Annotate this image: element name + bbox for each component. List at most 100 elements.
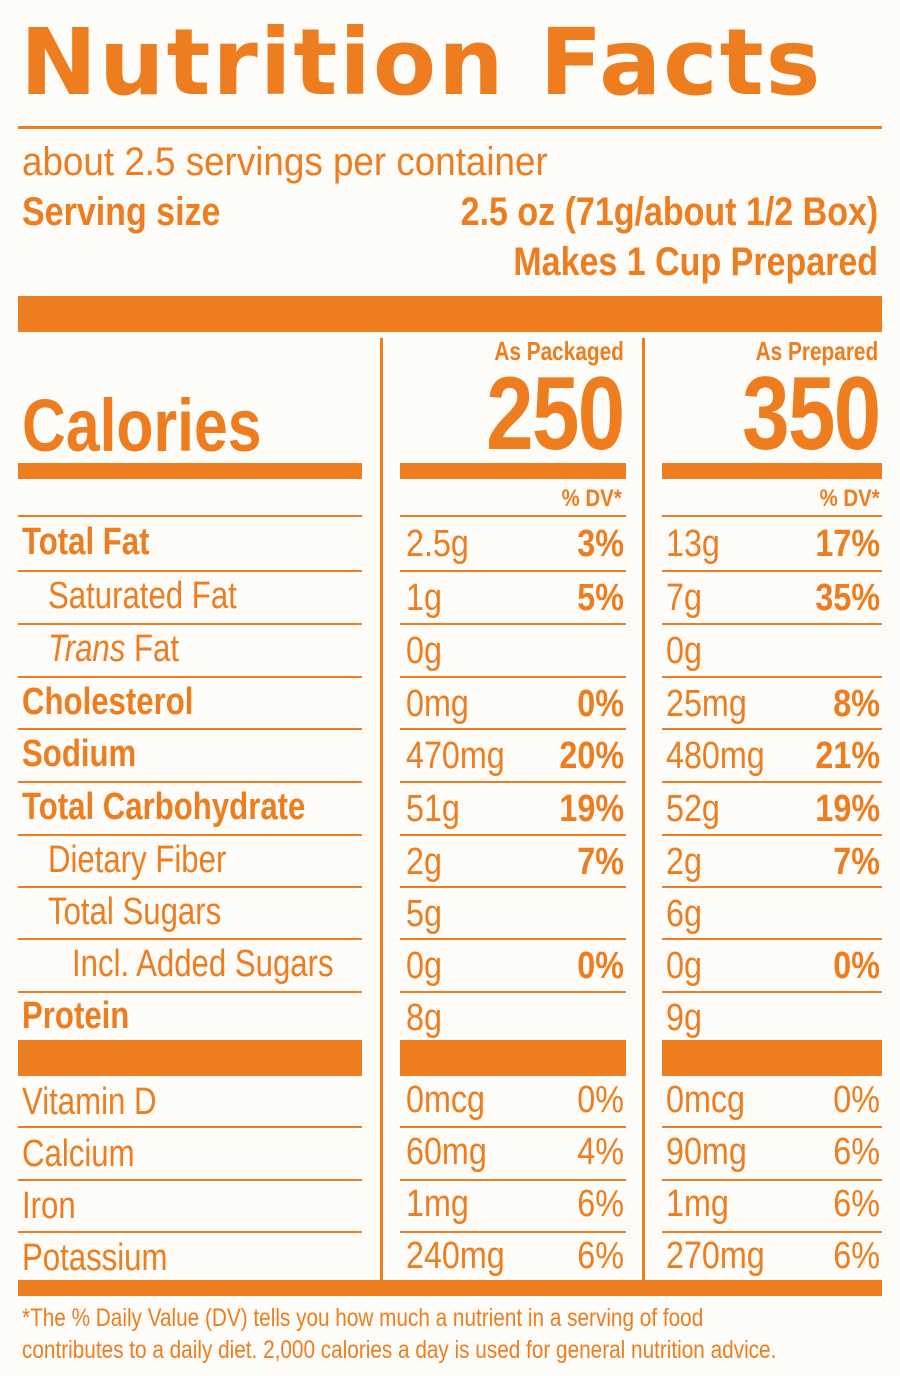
- vitamins-bar-packaged: [400, 1040, 626, 1076]
- row-rule: [400, 1231, 626, 1233]
- calories-packaged: 250: [486, 356, 626, 472]
- packaged-amount: 5g: [406, 893, 442, 935]
- row-rule: [662, 1231, 882, 1233]
- prepared-amount: 0mcg: [666, 1079, 745, 1121]
- row-rule: [18, 1179, 362, 1181]
- footnote-line-2: contributes to a daily diet. 2,000 calor…: [22, 1336, 777, 1364]
- row-rule: [18, 938, 362, 940]
- nutrient-label: Incl. Added Sugars: [72, 943, 334, 985]
- prepared-amount: 2g: [666, 841, 702, 883]
- prepared-dv: 0%: [833, 1079, 880, 1121]
- row-rule: [18, 676, 362, 678]
- dv-heading-rule-label: [18, 515, 362, 517]
- prepared-amount: 270mg: [666, 1235, 765, 1277]
- prepared-dv: 0%: [833, 945, 880, 987]
- serving-size-label: Serving size: [22, 190, 221, 234]
- packaged-dv: 0%: [577, 945, 624, 987]
- row-rule: [18, 623, 362, 625]
- prepared-dv: 7%: [833, 841, 880, 883]
- row-rule: [662, 623, 882, 625]
- column-heading-prepared: As Prepared: [755, 336, 878, 366]
- packaged-amount: 0mg: [406, 683, 469, 725]
- title-divider: [18, 126, 882, 129]
- row-rule: [662, 676, 882, 678]
- row-rule: [18, 991, 362, 993]
- prepared-amount: 9g: [666, 997, 702, 1039]
- nutrient-label: Total Carbohydrate: [22, 786, 306, 828]
- prepared-amount: 90mg: [666, 1131, 747, 1173]
- vitamin-label: Potassium: [22, 1237, 168, 1279]
- packaged-amount: 8g: [406, 997, 442, 1039]
- row-rule: [400, 1179, 626, 1181]
- row-rule: [662, 1179, 882, 1181]
- packaged-amount: 0g: [406, 630, 442, 672]
- prepared-dv: 6%: [833, 1183, 880, 1225]
- prepared-dv: 21%: [815, 735, 880, 777]
- packaged-amount: 2.5g: [406, 523, 469, 565]
- packaged-dv: 5%: [577, 577, 624, 619]
- prepared-dv: 17%: [815, 523, 880, 565]
- prepared-amount: 13g: [666, 523, 720, 565]
- servings-per-container: about 2.5 servings per container: [22, 140, 548, 184]
- vitamin-label: Calcium: [22, 1133, 135, 1175]
- vitamins-bar-label: [18, 1040, 362, 1076]
- nutrient-label: Protein: [22, 995, 130, 1037]
- row-rule: [400, 570, 626, 572]
- row-rule: [662, 938, 882, 940]
- dv-heading-rule-packaged: [400, 515, 626, 517]
- row-rule: [400, 991, 626, 993]
- prepared-amount: 0g: [666, 630, 702, 672]
- column-separator-1: [380, 338, 383, 1288]
- packaged-dv: 19%: [559, 788, 624, 830]
- packaged-amount: 240mg: [406, 1235, 505, 1277]
- packaged-dv: 7%: [577, 841, 624, 883]
- footnote-divider: [18, 1280, 882, 1296]
- prepared-dv: 19%: [815, 788, 880, 830]
- prepared-amount: 25mg: [666, 683, 747, 725]
- nutrient-label: Cholesterol: [22, 681, 194, 723]
- calories-bar-prepared: [662, 463, 882, 479]
- trans-italic: Trans: [48, 628, 126, 670]
- packaged-dv: 20%: [559, 735, 624, 777]
- row-rule: [400, 781, 626, 783]
- packaged-dv: 3%: [577, 523, 624, 565]
- dv-heading-rule-prepared: [662, 515, 882, 517]
- packaged-amount: 60mg: [406, 1131, 487, 1173]
- vitamin-label: Iron: [22, 1185, 76, 1227]
- row-rule: [18, 1126, 362, 1128]
- packaged-amount: 51g: [406, 788, 460, 830]
- row-rule: [18, 886, 362, 888]
- row-rule: [400, 938, 626, 940]
- row-rule: [400, 886, 626, 888]
- row-rule: [662, 781, 882, 783]
- row-rule: [662, 886, 882, 888]
- row-rule: [662, 728, 882, 730]
- vitamin-label: Vitamin D: [22, 1081, 157, 1123]
- row-rule: [400, 1126, 626, 1128]
- packaged-amount: 470mg: [406, 735, 505, 777]
- packaged-amount: 0mcg: [406, 1079, 485, 1121]
- column-separator-2: [642, 338, 645, 1288]
- calories-bar-packaged: [400, 463, 626, 479]
- nutrient-label-trans-fat: Trans Fat: [48, 627, 179, 671]
- row-rule: [18, 1231, 362, 1233]
- prepared-amount: 0g: [666, 945, 702, 987]
- row-rule: [400, 834, 626, 836]
- packaged-dv: 0%: [577, 683, 624, 725]
- dv-heading-packaged: % DV*: [561, 485, 622, 512]
- packaged-dv: 6%: [577, 1183, 624, 1225]
- prepared-amount: 7g: [666, 577, 702, 619]
- trans-rest: Fat: [125, 628, 180, 670]
- nutrient-label: Dietary Fiber: [48, 839, 227, 881]
- packaged-amount: 2g: [406, 841, 442, 883]
- row-rule: [662, 1126, 882, 1128]
- nutrient-label: Total Fat: [22, 521, 150, 563]
- thick-divider: [18, 296, 882, 332]
- prepared-dv: 35%: [815, 577, 880, 619]
- column-heading-packaged: As Packaged: [494, 336, 625, 366]
- label-title: Nutrition Facts: [20, 9, 823, 116]
- row-rule: [18, 570, 362, 572]
- packaged-dv: 4%: [577, 1131, 624, 1173]
- calories-bar-label: [18, 463, 362, 479]
- row-rule: [662, 991, 882, 993]
